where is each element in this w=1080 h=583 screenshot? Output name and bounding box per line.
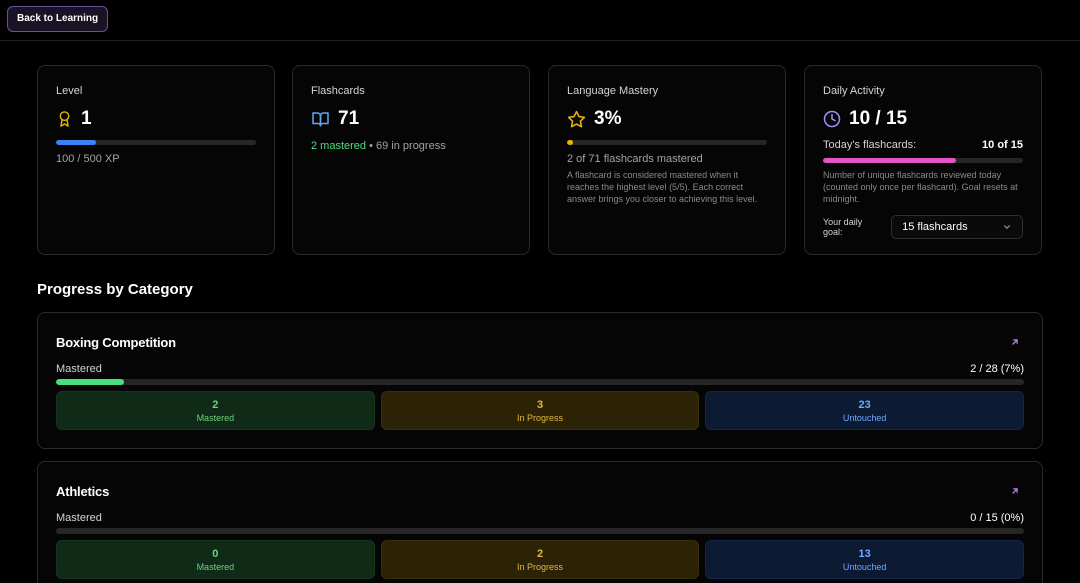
in-progress-box: 3 In Progress: [380, 391, 700, 430]
mastered-box-label: Mastered: [196, 561, 235, 572]
in-progress-box: 2 In Progress: [380, 540, 700, 579]
daily-activity-card: Daily Activity 10 / 15 Today's flashcard…: [804, 65, 1042, 255]
separator-dot: •: [366, 140, 376, 152]
daily-value: 10 / 15: [849, 108, 908, 129]
flashcards-summary: 2 mastered • 69 in progress: [311, 140, 511, 152]
level-card: Level 1 100 / 500 XP: [37, 65, 275, 255]
flashcards-value: 71: [338, 108, 360, 129]
untouched-box-label: Untouched: [842, 561, 887, 572]
mastered-count: 0 / 15 (0%): [970, 512, 1024, 524]
untouched-number: 23: [858, 398, 871, 411]
category-progress-fill: [56, 379, 124, 385]
untouched-box: 23 Untouched: [705, 391, 1025, 430]
in-progress-box-label: In Progress: [516, 561, 564, 572]
in-progress-box-label: In Progress: [516, 412, 564, 423]
mastered-box-label: Mastered: [196, 412, 235, 423]
today-label: Today's flashcards:: [823, 139, 917, 151]
mastered-count: 2 / 28 (7%): [970, 363, 1024, 375]
mastery-value: 3%: [594, 108, 622, 129]
mastered-label: Mastered: [56, 512, 102, 524]
star-icon: [567, 110, 586, 127]
untouched-number: 13: [858, 547, 871, 560]
untouched-box-label: Untouched: [842, 412, 887, 423]
category-card-athletics: Athletics Mastered 0 / 15 (0%) 0 Mastere…: [37, 461, 1043, 583]
daily-goal-value: 15 flashcards: [902, 221, 968, 233]
daily-progress-fill: [823, 158, 957, 163]
mastered-box: 0 Mastered: [56, 540, 375, 579]
mastery-summary: 2 of 71 flashcards mastered: [567, 153, 703, 165]
level-progress-fill: [56, 140, 96, 145]
top-bar: Back to Learning: [0, 0, 1080, 41]
award-icon: [59, 111, 70, 127]
today-value: 10 of 15: [982, 139, 1023, 151]
clock-icon: [823, 110, 841, 128]
daily-label: Daily Activity: [823, 85, 885, 97]
language-mastery-card: Language Mastery 3% 2 of 71 flashcards m…: [548, 65, 786, 255]
category-title: Athletics: [56, 484, 110, 499]
mastered-box: 2 Mastered: [56, 391, 375, 430]
open-category-icon[interactable]: [1010, 486, 1020, 496]
category-card-boxing: Boxing Competition Mastered 2 / 28 (7%) …: [37, 312, 1043, 449]
in-progress-count-text: 69 in progress: [376, 140, 446, 152]
mastered-number: 2: [212, 398, 219, 411]
section-title: Progress by Category: [37, 281, 193, 298]
untouched-box: 13 Untouched: [705, 540, 1025, 579]
xp-text: 100 / 500 XP: [56, 153, 120, 165]
category-progress-bar: [56, 528, 1024, 534]
mastered-count-text: 2 mastered: [311, 140, 367, 152]
daily-note: Number of unique flashcards reviewed tod…: [823, 170, 1018, 204]
book-open-icon: [312, 112, 329, 127]
flashcards-card: Flashcards 71 2 mastered • 69 in progres…: [292, 65, 530, 255]
mastered-number: 0: [212, 547, 219, 560]
open-category-icon[interactable]: [1010, 337, 1020, 347]
category-title: Boxing Competition: [56, 335, 176, 350]
mastery-label: Language Mastery: [567, 85, 659, 97]
in-progress-number: 2: [536, 547, 544, 560]
back-to-learning-button[interactable]: Back to Learning: [7, 6, 109, 32]
mastery-progress-bar: [567, 140, 767, 145]
chevron-down-icon: [1003, 225, 1011, 229]
level-value: 1: [81, 108, 92, 129]
daily-goal-select[interactable]: 15 flashcards: [891, 215, 1023, 239]
level-progress-bar: [56, 140, 256, 145]
flashcards-label: Flashcards: [311, 85, 365, 97]
in-progress-number: 3: [536, 398, 544, 411]
daily-progress-bar: [823, 158, 1023, 163]
mastered-label: Mastered: [56, 363, 102, 375]
level-label: Level: [56, 85, 83, 97]
daily-goal-label: Your daily goal:: [823, 217, 863, 237]
mastery-note: A flashcard is considered mastered when …: [567, 170, 758, 204]
mastery-progress-fill: [567, 140, 573, 145]
category-progress-bar: [56, 379, 1024, 385]
